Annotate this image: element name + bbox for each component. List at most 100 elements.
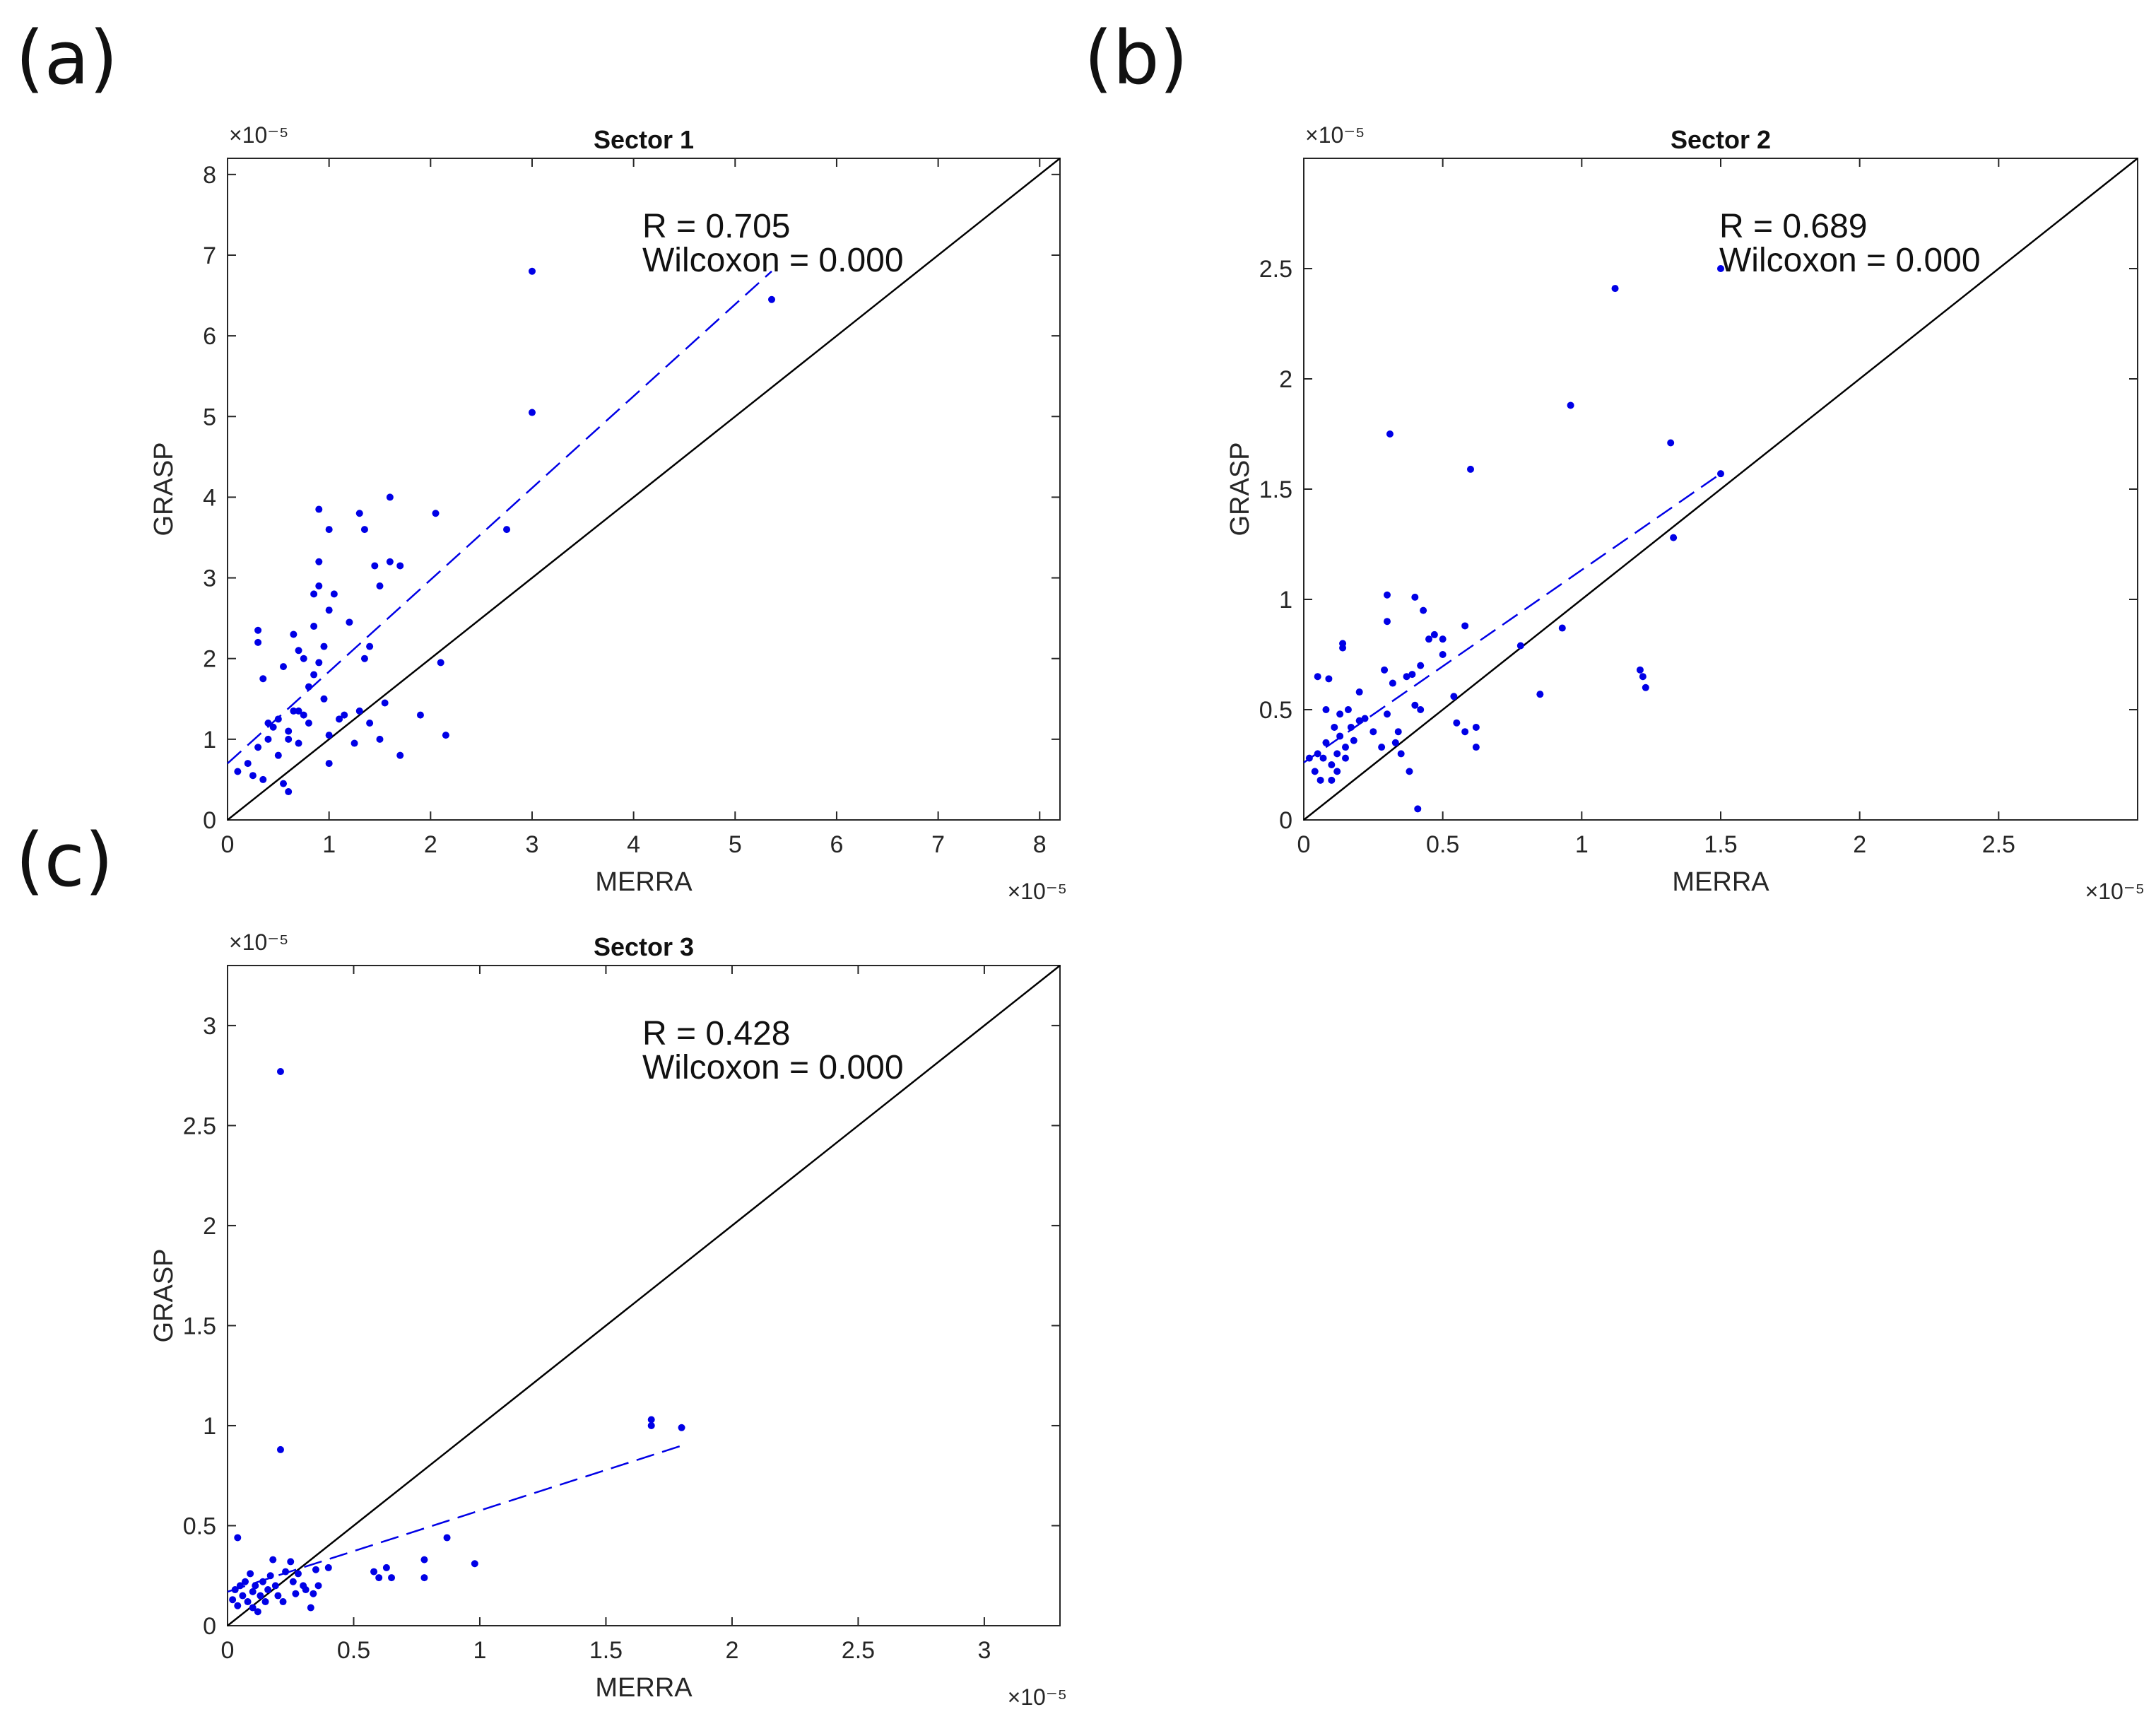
data-point [1311,768,1319,775]
data-point [370,1568,378,1576]
data-point [1450,693,1458,700]
data-point [360,526,368,534]
fit-line [1303,473,1721,763]
panel-label-b: (b) [1084,15,1189,101]
y-tick-label: 0.5 [183,1513,216,1539]
x-tick-label: 0 [221,831,235,858]
x-tick-label: 8 [1033,831,1047,858]
data-point [1319,754,1327,762]
data-point [315,505,323,513]
data-point [249,1588,257,1595]
r-value-text: R = 0.705 [642,208,790,245]
data-point [305,683,312,691]
data-point [396,751,404,759]
data-point [1472,744,1480,751]
data-point [305,720,312,727]
data-point [330,590,338,598]
data-point [1389,679,1396,687]
data-point [1536,691,1544,698]
data-point [266,1572,274,1580]
data-point [295,647,302,655]
data-point [647,1416,655,1424]
y-tick-label: 1 [1279,587,1292,614]
data-point [1384,591,1391,599]
data-point [355,707,363,715]
data-point [1355,717,1363,724]
data-point [310,671,318,679]
data-point [1408,671,1416,679]
data-point [274,751,282,759]
data-point [1667,439,1675,447]
data-point [1411,701,1419,709]
data-point [366,643,374,650]
data-point [1717,265,1724,272]
data-point [1420,606,1427,614]
data-point [1305,754,1313,762]
data-point [254,744,262,751]
x-tick-label: 4 [627,831,640,858]
y-exponent-label: ×10⁻⁵ [229,122,288,148]
r-value-text: R = 0.689 [1719,208,1867,245]
fit-line [227,1445,682,1593]
data-point [259,675,267,683]
data-point [1453,719,1461,727]
data-point [234,1602,242,1609]
data-point [257,1592,264,1600]
data-point [1461,728,1469,736]
x-tick-label: 2 [424,831,437,858]
data-point [1439,635,1447,643]
panel-label-c: (c) [16,817,114,903]
y-axis-label: GRASP [149,1248,179,1342]
data-point [325,606,333,614]
data-point [1339,644,1347,652]
data-point [314,1582,322,1590]
data-point [341,711,348,719]
data-point [1344,706,1352,713]
data-point [768,295,776,303]
data-point [647,1421,655,1429]
data-point [320,643,328,650]
chart-title: Sector 2 [1671,125,1771,154]
data-point [300,655,307,662]
data-point [443,1534,451,1542]
chart-sector-2: 0 0.5 1 1.5 2 2.5 0 0.5 1 1.5 2 2.5 Sector 2 MERRA GRA… [1225,122,2145,904]
x-tick-label: 0 [1297,831,1311,858]
data-point [1611,285,1619,293]
chart-sector-1: 0 1 2 3 4 5 6 7 8 0 1 2 3 4 5 6 7 8 Sector 1 MERRA GRASP ×10⁻… [149,122,1067,904]
data-point [1381,666,1389,674]
data-point [300,711,307,719]
x-axis-label: MERRA [595,867,693,897]
x-tick-label: 6 [830,831,843,858]
y-tick-label: 0.5 [1259,697,1292,724]
data-point [1322,739,1330,746]
data-point [249,772,257,780]
chart-sector-3: 0 0.5 1 1.5 2 2.5 3 0 0.5 1 1.5 2 2.5 3 Sector 3 MERRA G… [149,929,1067,1710]
data-point [1414,805,1422,813]
data-point [254,638,262,646]
data-point [376,735,384,743]
data-point [295,707,302,715]
data-point [528,409,536,416]
data-point [229,1596,237,1604]
data-point [1391,739,1399,746]
y-tick-label: 1 [203,1413,216,1440]
data-point [371,562,379,570]
data-point [274,1592,282,1600]
data-point [1461,622,1469,630]
data-point [1636,666,1644,674]
data-point [259,1578,266,1585]
data-point [437,659,444,667]
data-point [1717,470,1724,478]
data-point [336,715,343,723]
identity-line [227,965,1061,1626]
fit-line [227,270,772,765]
data-point [1394,728,1402,736]
data-point [271,1582,279,1590]
data-point [1516,642,1524,650]
data-point [315,659,323,667]
data-point [420,1556,428,1563]
data-point [355,510,363,517]
data-point [351,739,358,747]
x-exponent-label: ×10⁻⁵ [1008,1684,1067,1710]
